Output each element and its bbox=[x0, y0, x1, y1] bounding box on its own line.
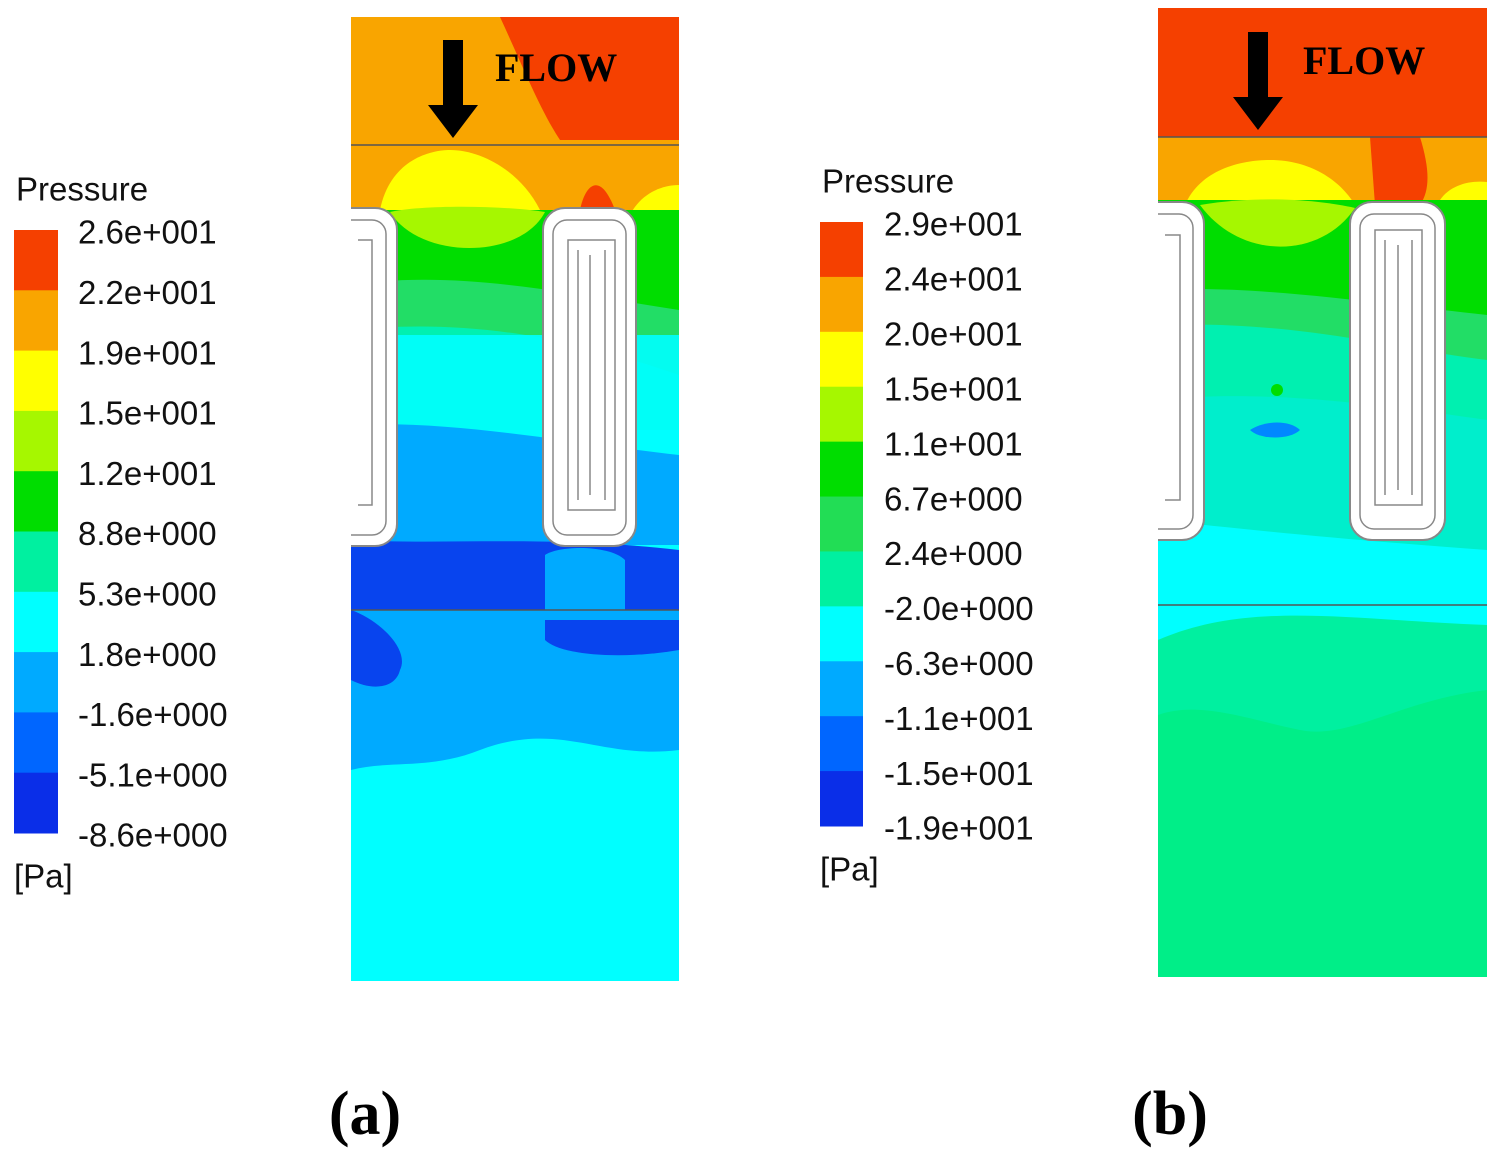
legend-label: -1.1e+001 bbox=[884, 700, 1034, 737]
legend-swatch bbox=[820, 496, 863, 552]
legend-label: 2.9e+001 bbox=[884, 206, 1023, 243]
legend-label: 2.4e+001 bbox=[884, 261, 1023, 298]
legend-swatch bbox=[820, 441, 863, 498]
legend-label: 2.6e+001 bbox=[78, 214, 217, 251]
legend-swatch bbox=[14, 410, 58, 472]
contour-b bbox=[1158, 8, 1487, 977]
legend-swatch bbox=[820, 551, 863, 607]
legend-swatch bbox=[820, 386, 863, 443]
legend-swatch bbox=[14, 591, 58, 653]
legend-label: 1.5e+001 bbox=[78, 395, 217, 432]
legend-title: Pressure bbox=[16, 171, 148, 208]
legend-label: -1.6e+000 bbox=[78, 696, 228, 733]
contour-a bbox=[351, 17, 679, 981]
legends: 2.6e+001 2.2e+001 1.9e+001 1.5e+001 1.2e+001… bbox=[14, 163, 1034, 895]
legend-label: -1.9e+001 bbox=[884, 810, 1034, 847]
legend-unit: [Pa] bbox=[820, 851, 879, 888]
legend-label: 8.8e+000 bbox=[78, 515, 217, 552]
legend-swatch bbox=[820, 331, 863, 388]
legend-swatch bbox=[820, 716, 863, 772]
legend-label: 5.3e+000 bbox=[78, 576, 217, 613]
legend-swatch bbox=[820, 771, 863, 827]
caption: (a) bbox=[329, 1080, 401, 1148]
legend-label: 2.0e+001 bbox=[884, 316, 1023, 353]
flow-arrow bbox=[428, 40, 478, 138]
legend-swatch bbox=[820, 276, 863, 333]
legend-swatch bbox=[14, 772, 58, 834]
legend-label: -2.0e+000 bbox=[884, 590, 1034, 627]
legend-title: Pressure bbox=[822, 163, 954, 200]
flow-label: FLOW bbox=[495, 45, 617, 90]
legend-label: -8.6e+000 bbox=[78, 817, 228, 854]
legend-label: -6.3e+000 bbox=[884, 645, 1034, 682]
flow-label: FLOW bbox=[1303, 38, 1425, 83]
legend-swatch bbox=[820, 222, 863, 278]
legend-unit: [Pa] bbox=[14, 858, 73, 895]
legend-swatch bbox=[14, 531, 58, 593]
legend-label: 1.2e+001 bbox=[78, 455, 217, 492]
legend-swatch bbox=[820, 606, 863, 662]
flow-arrow bbox=[1233, 32, 1283, 130]
legend-label: 1.1e+001 bbox=[884, 425, 1023, 462]
legend-label: 6.7e+000 bbox=[884, 480, 1023, 517]
legend-label: 2.2e+001 bbox=[78, 274, 217, 311]
legend-swatch bbox=[14, 290, 58, 352]
legend-swatch bbox=[820, 661, 863, 717]
legend-label: -1.5e+001 bbox=[884, 755, 1034, 792]
legend-label: 1.9e+001 bbox=[78, 334, 217, 371]
legend-label: 2.4e+000 bbox=[884, 535, 1023, 572]
legend-label: -5.1e+000 bbox=[78, 756, 228, 793]
legend-swatch bbox=[14, 350, 58, 412]
legend-swatch bbox=[14, 712, 58, 774]
legend-swatch bbox=[14, 652, 58, 713]
legend-swatch bbox=[14, 230, 58, 291]
caption: (b) bbox=[1132, 1080, 1208, 1148]
legend-label: 1.8e+000 bbox=[78, 636, 217, 673]
legend-label: 1.5e+001 bbox=[884, 370, 1023, 407]
legend-swatch bbox=[14, 471, 58, 532]
